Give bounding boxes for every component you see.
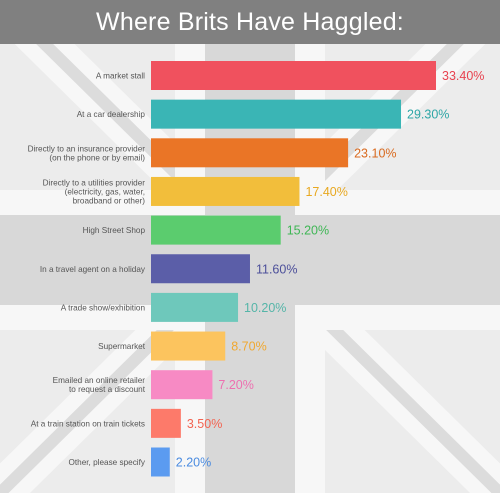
bar bbox=[151, 370, 213, 400]
bar bbox=[151, 292, 239, 322]
category-label: A market stall bbox=[96, 72, 145, 81]
category-label: At a train station on train tickets bbox=[31, 419, 145, 428]
value-label: 17.40% bbox=[305, 185, 347, 199]
category-label: In a travel agent on a holiday bbox=[40, 265, 146, 274]
category-label: Directly to a utilities provider (electri… bbox=[43, 178, 146, 205]
category-label: At a car dealership bbox=[77, 110, 146, 119]
value-label: 29.30% bbox=[407, 108, 449, 122]
category-label: Directly to an insurance provider (on the… bbox=[28, 144, 146, 162]
bar bbox=[151, 215, 281, 245]
category-label: Other, please specify bbox=[69, 458, 146, 467]
bar bbox=[151, 408, 181, 438]
value-label: 8.70% bbox=[231, 340, 266, 354]
bar bbox=[151, 447, 170, 477]
category-label: Supermarket bbox=[98, 342, 146, 351]
bar-chart: A market stall 33.40% At a car dealership 2… bbox=[28, 61, 484, 477]
bar bbox=[151, 138, 349, 168]
value-label: 3.50% bbox=[187, 417, 222, 431]
value-label: 15.20% bbox=[287, 224, 329, 238]
bar bbox=[151, 331, 226, 361]
value-label: 33.40% bbox=[442, 69, 484, 83]
value-label: 2.20% bbox=[176, 456, 211, 470]
value-label: 23.10% bbox=[354, 146, 396, 160]
value-label: 7.20% bbox=[218, 378, 253, 392]
chart-title: Where Brits Have Haggled: bbox=[0, 0, 500, 44]
bar bbox=[151, 61, 436, 90]
bar bbox=[151, 254, 250, 284]
category-label: Emailed an online retailer to request a d… bbox=[53, 376, 146, 394]
bar bbox=[151, 176, 300, 206]
bar bbox=[151, 99, 402, 129]
value-label: 11.60% bbox=[256, 262, 297, 276]
value-label: 10.20% bbox=[244, 301, 286, 315]
category-label: High Street Shop bbox=[83, 226, 146, 235]
category-label: A trade show/exhibition bbox=[61, 303, 146, 312]
